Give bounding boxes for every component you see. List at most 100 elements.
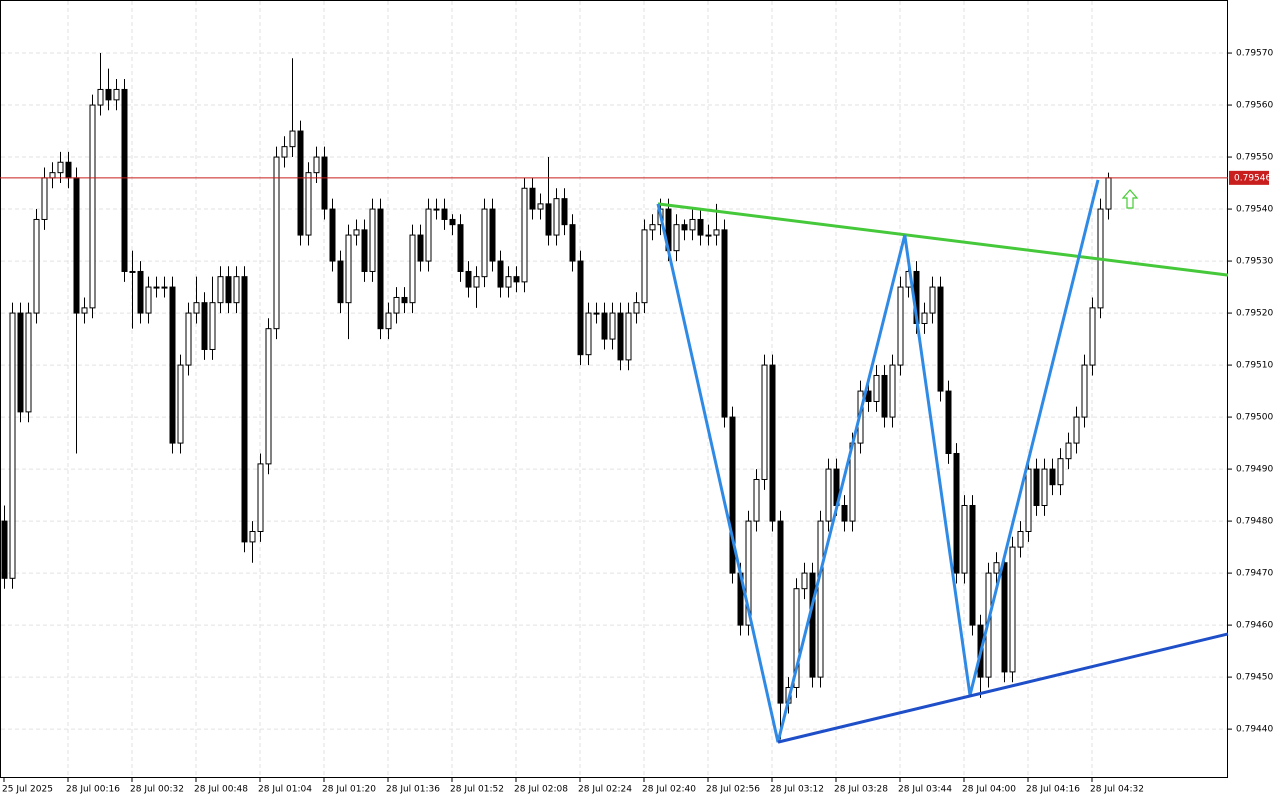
candle-body (185, 312, 192, 366)
candle-body (257, 463, 264, 532)
y-tick-label: 0.79550 (1236, 153, 1273, 163)
candle-body (361, 229, 368, 272)
candle-body (969, 504, 976, 626)
candle-body (497, 260, 504, 288)
x-tick-label: 28 Jul 04:00 (962, 785, 1016, 795)
candle-body (1001, 562, 1008, 673)
candle-body (521, 187, 528, 283)
candle-body (489, 208, 496, 262)
candle-body (137, 270, 144, 314)
candle-body (577, 260, 584, 356)
candle-body (441, 208, 448, 220)
candle-body (1057, 458, 1064, 486)
candle-body (217, 276, 224, 304)
y-tick-label: 0.79530 (1236, 257, 1273, 267)
x-tick-label: 28 Jul 00:32 (130, 785, 184, 795)
candle-body (465, 270, 472, 288)
candle-body (273, 156, 280, 330)
y-tick-label: 0.79560 (1236, 101, 1273, 111)
y-tick-label: 0.79570 (1236, 49, 1273, 59)
candle-body (193, 302, 200, 314)
candle-body (1049, 468, 1056, 486)
candle-body (1025, 468, 1032, 532)
candle-body (1073, 416, 1080, 444)
candle-body (585, 312, 592, 356)
candle-body (929, 286, 936, 314)
trend-line (777, 632, 1229, 744)
candle-body (729, 416, 736, 574)
candle-body (689, 218, 696, 231)
candle-body (705, 234, 712, 237)
y-tick-label: 0.79470 (1236, 569, 1273, 579)
candle-body (649, 224, 656, 231)
y-tick-label: 0.79540 (1236, 205, 1273, 215)
candle-body (129, 270, 136, 273)
candle-body (961, 504, 968, 574)
y-tick-label: 0.79500 (1236, 413, 1273, 423)
candle-body (769, 364, 776, 522)
y-tick-label: 0.79460 (1236, 621, 1273, 631)
candle-body (1065, 442, 1072, 460)
candle-body (1033, 468, 1040, 506)
candle-body (321, 156, 328, 210)
x-tick-label: 28 Jul 00:16 (66, 785, 120, 795)
x-tick-label: 28 Jul 02:08 (514, 785, 568, 795)
candle-body (289, 130, 296, 148)
candle-body (809, 572, 816, 678)
candle-body (1105, 177, 1112, 210)
candle-body (617, 312, 624, 361)
candle-body (553, 198, 560, 236)
candle-body (161, 286, 168, 289)
x-tick-label: 25 Jul 2025 (2, 785, 53, 795)
x-tick-label: 28 Jul 03:44 (898, 785, 952, 795)
candle-body (953, 452, 960, 574)
candle-body (745, 520, 752, 626)
candle-body (633, 302, 640, 314)
candle-body (681, 224, 688, 231)
candle-body (265, 328, 272, 465)
candle-body (41, 177, 48, 220)
candle-body (537, 203, 544, 210)
candle-body (593, 312, 600, 315)
candle-body (721, 229, 728, 418)
candle-body (817, 520, 824, 678)
candle-body (793, 588, 800, 689)
candle-body (825, 468, 832, 522)
candle-body (345, 234, 352, 304)
candle-body (105, 88, 112, 101)
buy-arrow (1121, 189, 1139, 209)
candle-body (697, 218, 704, 236)
candle-body (409, 234, 416, 304)
x-tick-label: 28 Jul 01:36 (386, 785, 440, 795)
candle-body (281, 146, 288, 158)
candle-body (481, 208, 488, 278)
candle-body (329, 208, 336, 262)
x-tick-label: 28 Jul 01:52 (450, 785, 504, 795)
candle-body (97, 88, 104, 106)
candle-body (201, 302, 208, 350)
candle-body (73, 177, 80, 314)
candle-body (121, 88, 128, 272)
y-tick-label: 0.79440 (1236, 725, 1273, 735)
y-tick-label: 0.79510 (1236, 361, 1273, 371)
candle-body (249, 530, 256, 543)
candle-body (113, 88, 120, 101)
candle-body (881, 374, 888, 418)
candle-body (433, 208, 440, 211)
candle-body (385, 312, 392, 330)
x-tick-label: 28 Jul 02:56 (706, 785, 760, 795)
candle-body (153, 286, 160, 289)
candle-body (417, 234, 424, 262)
candle-body (889, 364, 896, 418)
x-tick-label: 28 Jul 00:48 (194, 785, 248, 795)
candle-body (945, 390, 952, 454)
candle-body (1081, 364, 1088, 418)
candle-body (993, 562, 1000, 574)
candle-body (25, 312, 32, 413)
candle-body (625, 312, 632, 361)
candle-body (89, 104, 96, 309)
candle-body (761, 364, 768, 480)
candle-body (17, 312, 24, 413)
candle-body (673, 224, 680, 252)
candle-body (1041, 468, 1048, 506)
